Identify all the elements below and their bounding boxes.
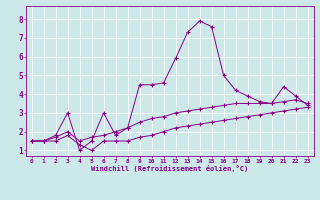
X-axis label: Windchill (Refroidissement éolien,°C): Windchill (Refroidissement éolien,°C): [91, 165, 248, 172]
